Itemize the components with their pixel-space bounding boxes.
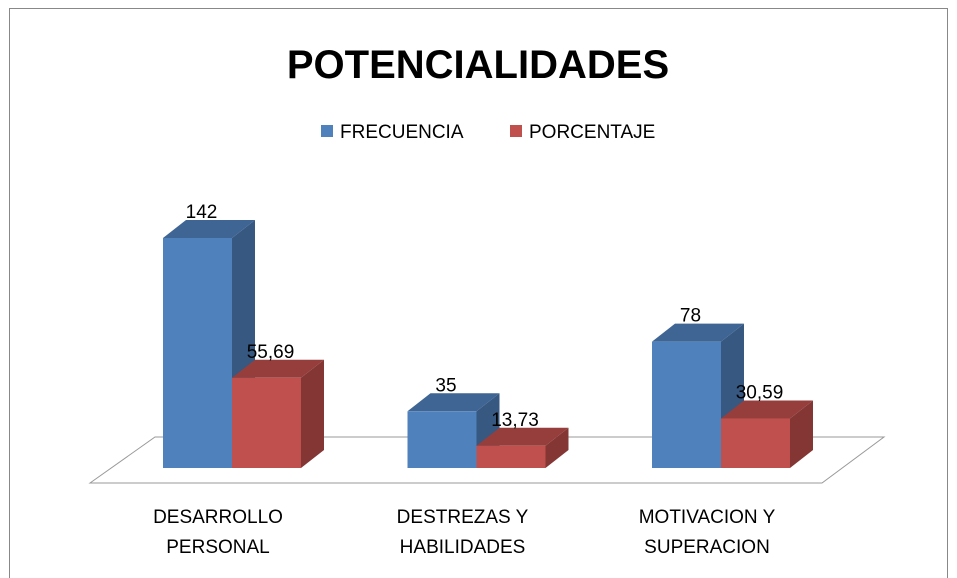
bar-side [301,359,324,468]
bar-top [721,400,813,419]
legend-swatch [510,125,522,137]
value-label: 142 [186,202,218,223]
x-tick-label: MOTIVACION Y SUPERACION [638,507,776,558]
chart-title: POTENCIALIDADES [287,43,669,87]
bar [476,445,546,468]
x-tick-label: DESTREZAS Y HABILIDADES [396,507,529,558]
chart-border [9,8,948,578]
value-label: 55,69 [247,342,295,363]
bar [721,418,790,468]
bar-top [163,220,255,238]
bar-top [232,359,324,378]
legend-label: PORCENTAJE [529,122,655,143]
bar [407,411,477,468]
bar-top [476,427,569,446]
bar [163,238,232,468]
bar-top [407,393,500,412]
bar [232,377,301,468]
value-label: 30,59 [736,382,784,403]
value-label: 35 [435,375,456,396]
legend-swatch [321,125,333,137]
bar-side [545,427,569,468]
value-label: 78 [680,306,701,327]
bar-top [652,323,744,342]
bar [652,341,721,468]
bar-side [790,400,813,468]
legend-label: FRECUENCIA [340,122,464,143]
value-label: 13,73 [491,410,539,431]
x-tick-label: DESARROLLO PERSONAL [153,507,283,558]
